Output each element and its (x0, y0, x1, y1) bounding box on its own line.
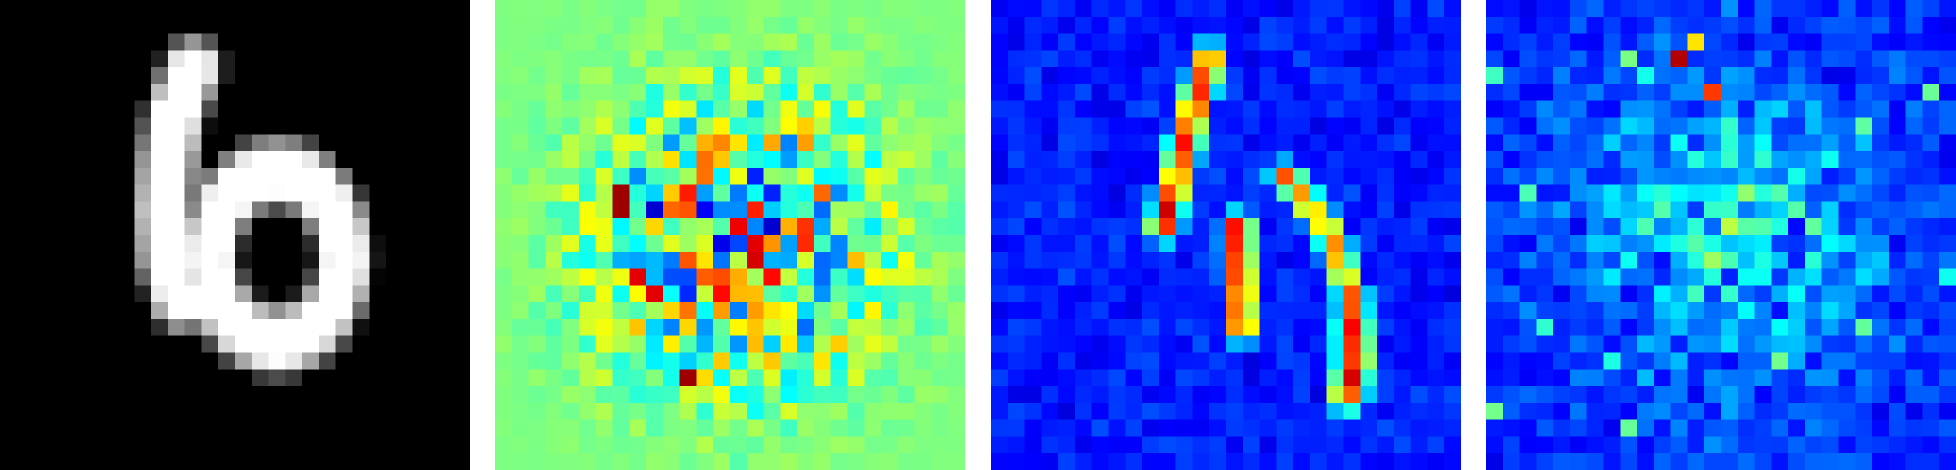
input-digit-canvas (0, 0, 470, 470)
positive-attribution-heatmap (991, 0, 1461, 470)
noisy-attribution-heatmap (1486, 0, 1956, 470)
signed-attribution-canvas (495, 0, 965, 470)
noisy-attribution-canvas (1486, 0, 1956, 470)
input-digit-image (0, 0, 470, 470)
signed-attribution-heatmap (495, 0, 965, 470)
positive-attribution-canvas (991, 0, 1461, 470)
